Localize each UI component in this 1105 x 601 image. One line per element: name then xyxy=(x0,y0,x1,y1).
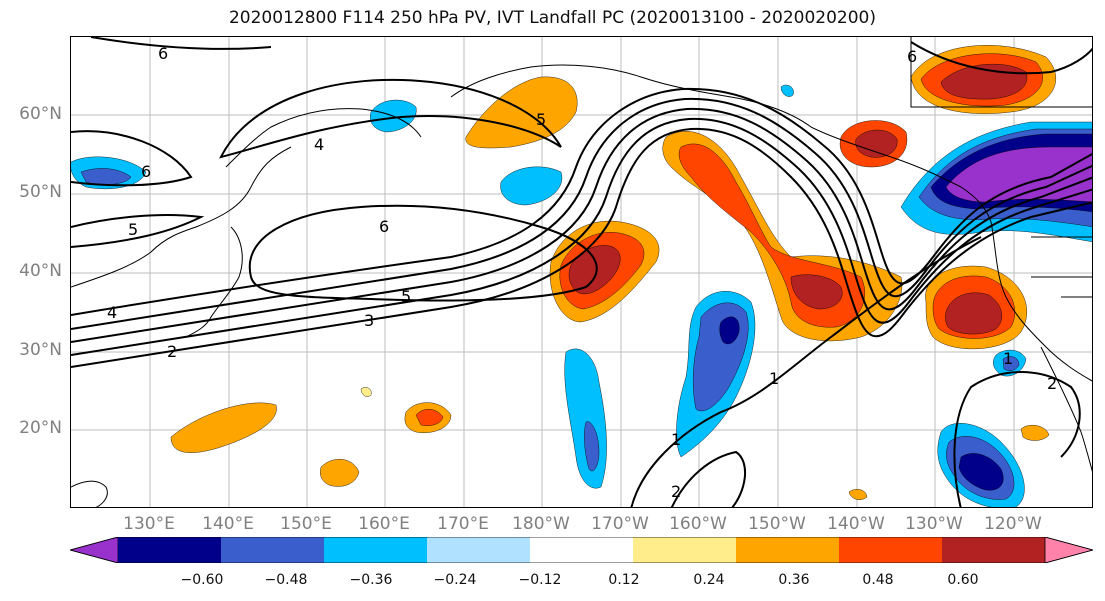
contour-label: 6 xyxy=(379,217,389,236)
longitude-label: 160°W xyxy=(669,514,727,534)
colorbar-swatch xyxy=(427,537,531,563)
map-canvas: 6 6 6 6 5 5 5 4 4 3 2 1 1 1 2 2 xyxy=(71,37,1092,507)
longitude-label: 170°W xyxy=(591,514,649,534)
colorbar-tick-label: −0.60 xyxy=(180,572,224,588)
longitude-label: 170°E xyxy=(437,514,489,534)
contour-label: 5 xyxy=(536,110,546,129)
coastlines xyxy=(71,37,1092,507)
contour-label: 1 xyxy=(671,430,681,449)
colorbar-tick-label: 0.36 xyxy=(778,572,810,588)
colorbar-swatch xyxy=(118,537,222,563)
colorbar-tick-label: 0.60 xyxy=(947,572,979,588)
longitude-label: 120°W xyxy=(984,514,1042,534)
latitude-label: 40°N xyxy=(19,261,62,281)
colorbar-swatch xyxy=(839,537,943,563)
colorbar-swatch xyxy=(530,537,634,563)
latitude-label: 60°N xyxy=(19,104,62,124)
longitude-label: 150°W xyxy=(748,514,806,534)
contour-label: 2 xyxy=(671,482,681,501)
map-title: 2020012800 F114 250 hPa PV, IVT Landfall… xyxy=(228,8,876,28)
contour-label: 2 xyxy=(167,342,177,361)
colorbar-tick-label: 0.24 xyxy=(693,572,725,588)
contour-label: 5 xyxy=(401,287,411,306)
colorbar-tick-label: −0.12 xyxy=(518,572,562,588)
colorbar-swatch xyxy=(633,537,737,563)
colorbar-tick-label: −0.24 xyxy=(433,572,477,588)
contour-label: 6 xyxy=(907,47,917,66)
colorbar-tick-label: −0.48 xyxy=(264,572,308,588)
contour-label: 1 xyxy=(769,369,779,388)
colorbar-swatch xyxy=(1044,536,1095,564)
contour-label: 1 xyxy=(1003,349,1013,368)
contour-label-group: 6 6 6 6 5 5 5 4 4 3 2 1 1 1 2 2 xyxy=(107,44,1057,501)
contour-label: 4 xyxy=(314,135,324,154)
contour-label: 2 xyxy=(1047,374,1057,393)
contour-label: 6 xyxy=(158,44,168,63)
longitude-label: 150°E xyxy=(280,514,332,534)
pv-contours xyxy=(71,37,1092,507)
colorbar-tick-label: −0.36 xyxy=(349,572,393,588)
longitude-label: 180°W xyxy=(512,514,570,534)
longitude-label: 130°W xyxy=(905,514,963,534)
latitude-label: 30°N xyxy=(19,340,62,360)
longitude-label: 140°W xyxy=(827,514,885,534)
colorbar-swatch xyxy=(324,537,428,563)
longitude-label: 160°E xyxy=(358,514,410,534)
contour-label: 6 xyxy=(141,162,151,181)
colorbar-swatch xyxy=(221,537,325,563)
colorbar-tick-label: 0.12 xyxy=(608,572,640,588)
contour-label: 3 xyxy=(364,311,374,330)
colorbar-swatch xyxy=(942,537,1046,563)
colorbar-swatches xyxy=(68,536,1095,564)
colorbar-swatch xyxy=(68,536,119,564)
colorbar-tick-label: 0.48 xyxy=(862,572,894,588)
contour-label: 5 xyxy=(128,220,138,239)
colorbar xyxy=(68,536,1095,564)
contour-label: 4 xyxy=(107,303,117,322)
map-plot-area: 6 6 6 6 5 5 5 4 4 3 2 1 1 1 2 2 xyxy=(70,36,1093,508)
colorbar-swatch xyxy=(736,537,840,563)
longitude-label: 140°E xyxy=(202,514,254,534)
latitude-label: 20°N xyxy=(19,418,62,438)
latitude-label: 50°N xyxy=(19,182,62,202)
longitude-label: 130°E xyxy=(123,514,175,534)
